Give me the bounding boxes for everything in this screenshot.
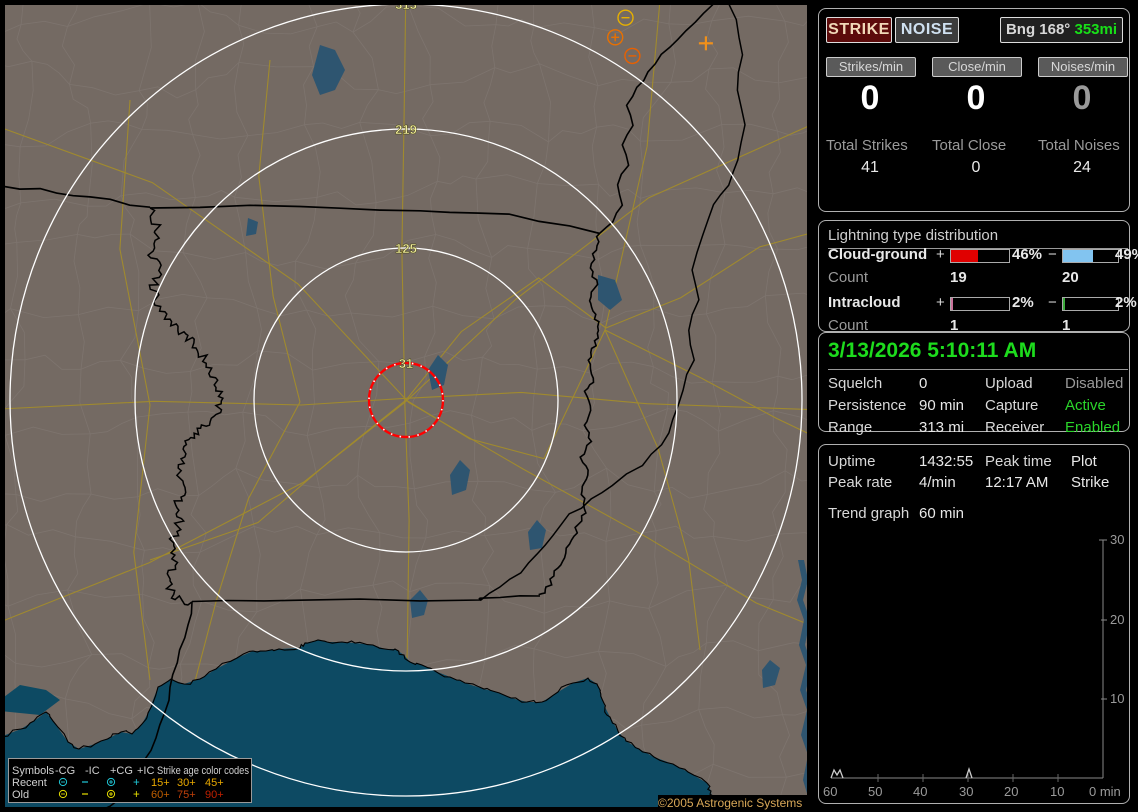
svg-text:75+: 75+ bbox=[177, 789, 196, 801]
svg-text:-IC: -IC bbox=[85, 765, 100, 777]
svg-text:Strike age color codes: Strike age color codes bbox=[157, 765, 249, 777]
svg-text:45+: 45+ bbox=[205, 777, 224, 789]
svg-text:0 min: 0 min bbox=[1089, 784, 1121, 799]
svg-text:30: 30 bbox=[1110, 532, 1124, 547]
svg-text:60: 60 bbox=[823, 784, 837, 799]
svg-text:+: + bbox=[133, 777, 140, 789]
svg-text:10: 10 bbox=[1050, 784, 1064, 799]
svg-text:30+: 30+ bbox=[177, 777, 196, 789]
svg-text:+: + bbox=[133, 789, 140, 801]
svg-text:60+: 60+ bbox=[151, 789, 170, 801]
svg-text:50: 50 bbox=[868, 784, 882, 799]
svg-text:Recent: Recent bbox=[12, 777, 47, 789]
svg-text:10: 10 bbox=[1110, 691, 1124, 706]
svg-text:Symbols: Symbols bbox=[12, 765, 55, 777]
svg-text:+IC: +IC bbox=[137, 765, 154, 777]
svg-text:31: 31 bbox=[399, 356, 413, 371]
svg-text:125: 125 bbox=[395, 241, 417, 256]
svg-text:313: 313 bbox=[395, 0, 417, 12]
svg-text:219: 219 bbox=[395, 122, 417, 137]
svg-text:90+: 90+ bbox=[205, 789, 224, 801]
svg-text:20: 20 bbox=[1004, 784, 1018, 799]
svg-text:30: 30 bbox=[959, 784, 973, 799]
svg-text:Old: Old bbox=[12, 789, 29, 801]
svg-text:15+: 15+ bbox=[151, 777, 170, 789]
svg-text:20: 20 bbox=[1110, 612, 1124, 627]
svg-text:-CG: -CG bbox=[55, 765, 75, 777]
svg-text:+CG: +CG bbox=[110, 765, 133, 777]
svg-text:40: 40 bbox=[913, 784, 927, 799]
